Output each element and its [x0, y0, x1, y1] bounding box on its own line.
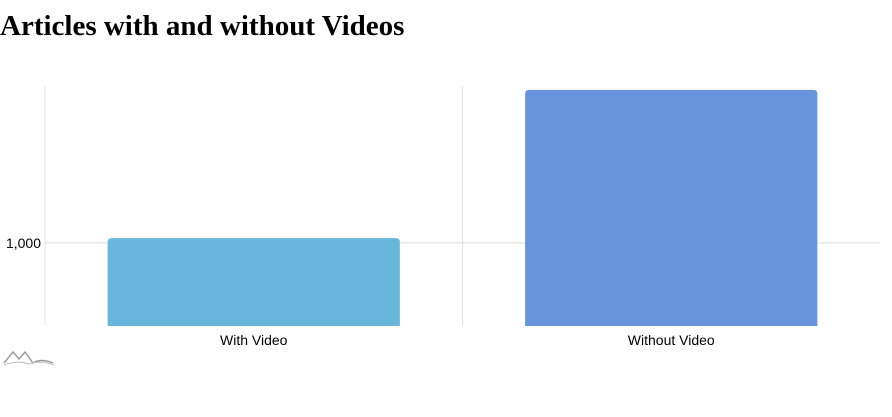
- chart-title: Articles with and without Videos: [0, 10, 405, 42]
- label-layer: 1,000 With Video Without Video: [6, 235, 715, 348]
- y-tick-label: 1,000: [6, 235, 41, 251]
- x-category-label: With Video: [220, 332, 288, 348]
- bar-layer: [107, 89, 818, 326]
- bar[interactable]: [525, 89, 818, 326]
- amcharts-logo-icon[interactable]: [3, 346, 55, 366]
- x-category-label: Without Video: [628, 332, 715, 348]
- bar[interactable]: [107, 238, 400, 326]
